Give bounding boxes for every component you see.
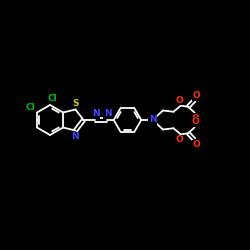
Text: O: O (192, 114, 200, 122)
Text: Cl: Cl (26, 104, 35, 112)
Text: O: O (192, 118, 200, 126)
Text: O: O (176, 136, 184, 144)
Text: N: N (92, 110, 99, 118)
Text: N: N (104, 110, 111, 118)
Text: O: O (192, 140, 200, 149)
Text: Cl: Cl (47, 94, 57, 103)
Text: S: S (72, 99, 79, 108)
Text: O: O (192, 91, 200, 100)
Text: N: N (71, 132, 79, 141)
Text: O: O (176, 96, 184, 104)
Text: N: N (149, 116, 156, 124)
